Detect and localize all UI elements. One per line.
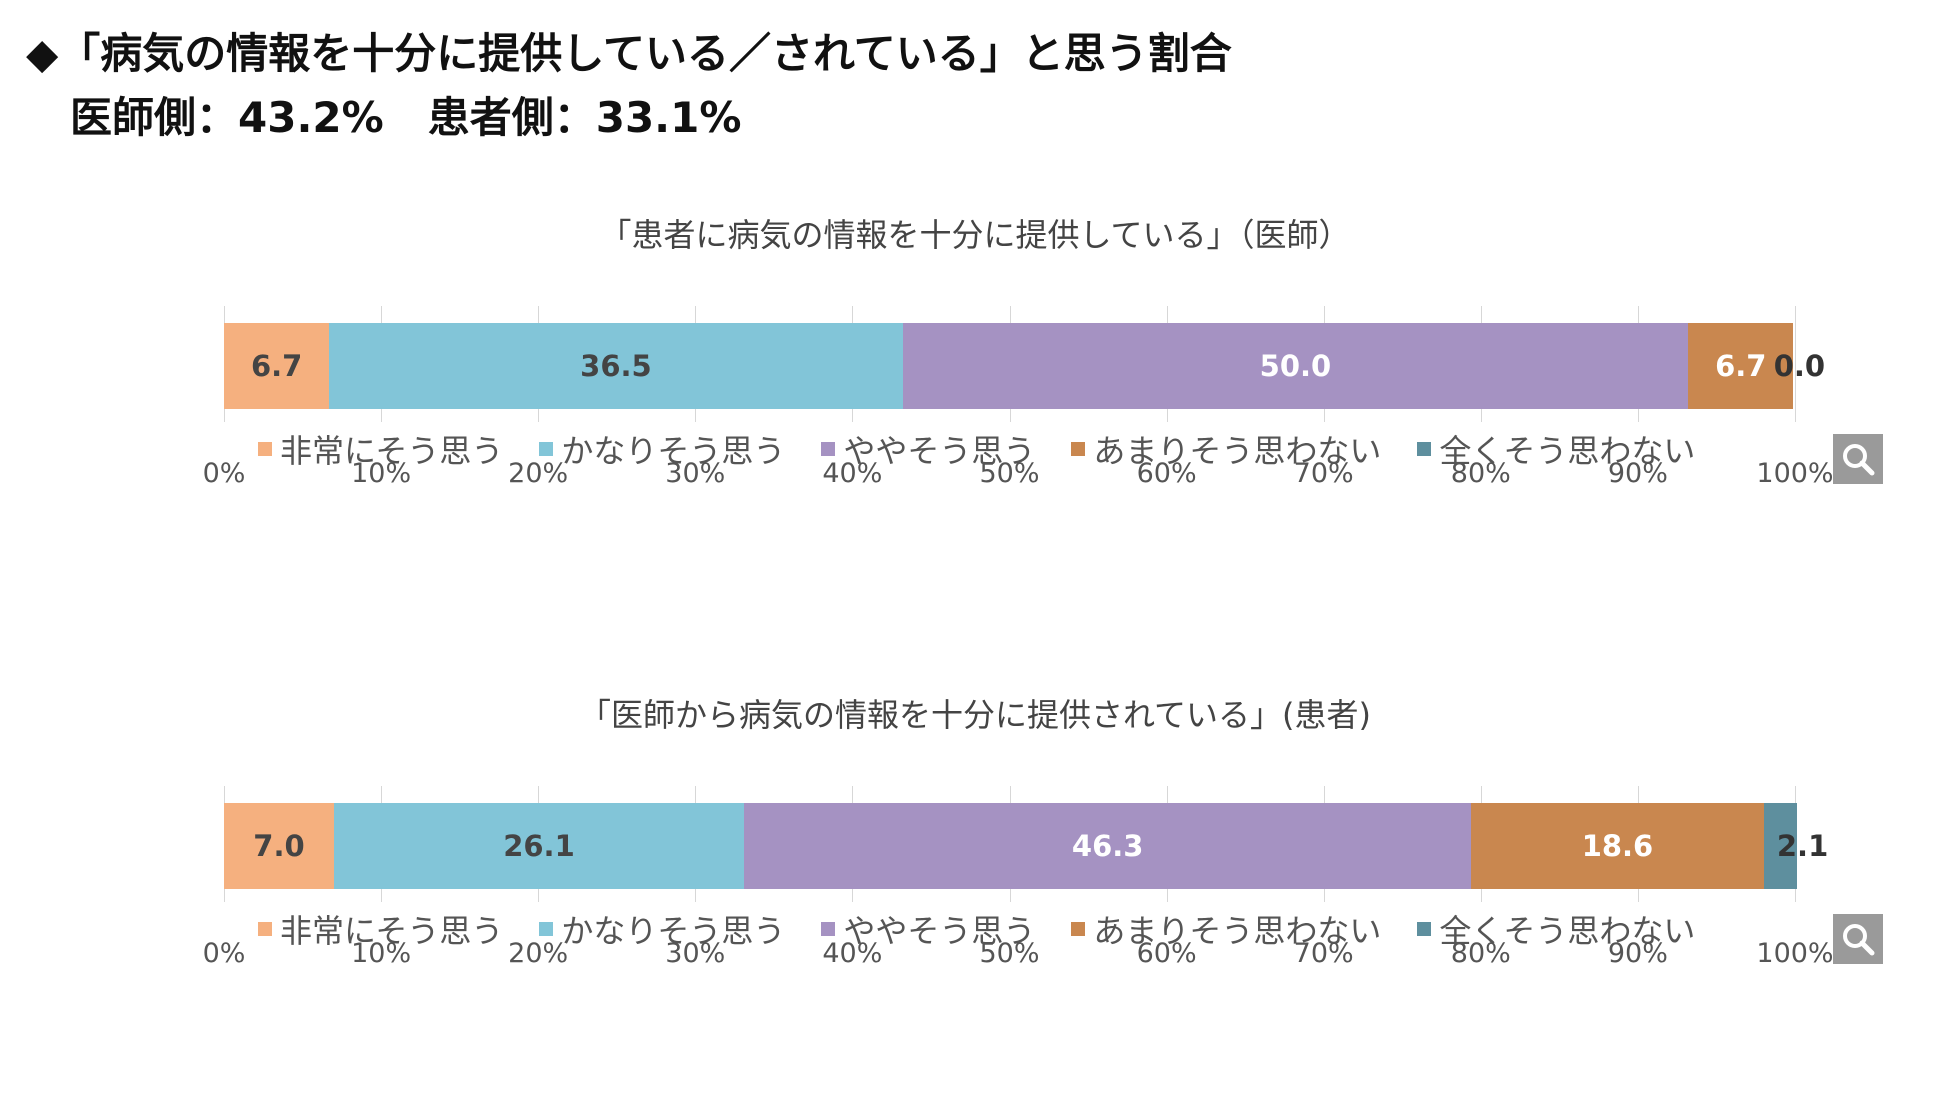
legend-item: かなりそう思う: [539, 426, 785, 472]
legend-swatch: [1071, 442, 1086, 456]
legend-swatch: [1417, 922, 1432, 936]
data-label: 46.3: [1071, 829, 1144, 863]
legend-label: かなりそう思う: [561, 912, 786, 950]
x-tick-label: 40%: [822, 938, 883, 969]
x-tick-label: 100%: [1756, 458, 1834, 489]
bar-segment: [329, 323, 903, 409]
legend-label: あまりそう思わない: [1093, 432, 1382, 470]
chart-title: 「医師から病気の情報を十分に提供されている」(患者): [578, 696, 1371, 734]
zoom-button[interactable]: [1833, 914, 1883, 964]
headline-summary: 医師側：43.2% 患者側：33.1%: [26, 86, 1232, 150]
data-label: 7.0: [253, 829, 305, 863]
bar-segment: [224, 803, 334, 889]
x-tick-label: 80%: [1450, 458, 1511, 489]
legend-item: かなりそう思う: [539, 906, 785, 952]
x-tick-label: 80%: [1450, 938, 1511, 969]
chart-title: 「患者に病気の情報を十分に提供している」（医師）: [599, 216, 1351, 254]
legend-item: 非常にそう思う: [258, 426, 503, 472]
x-tick-label: 0%: [202, 458, 246, 489]
legend-item: 全くそう思わない: [1417, 426, 1695, 472]
x-tick-label: 10%: [351, 938, 412, 969]
bar-segment: [1688, 323, 1794, 409]
bar-segment: [1763, 803, 1797, 889]
data-label: 36.5: [580, 349, 652, 383]
chart-legend: 非常にそう思う かなりそう思う ややそう思う あまりそう思わない 全くそう思わない: [258, 426, 1731, 472]
x-tick-label: 50%: [979, 458, 1040, 489]
legend-item: 非常にそう思う: [258, 906, 503, 952]
legend-label: 非常にそう思う: [280, 912, 504, 950]
magnifier-icon: [1843, 924, 1875, 956]
bar-segment: [744, 803, 1472, 889]
x-tick-label: 20%: [508, 938, 569, 969]
legend-label: ややそう思う: [843, 912, 1036, 950]
bar-segment: [1471, 803, 1764, 889]
chart-legend: 非常にそう思う かなりそう思う ややそう思う あまりそう思わない 全くそう思わない: [258, 906, 1731, 952]
x-tick-label: 30%: [665, 938, 726, 969]
patient-chart: 「医師から病気の情報を十分に提供されている」(患者) 7.0 26.1 46.3 18…: [0, 666, 1950, 1106]
legend-item: あまりそう思わない: [1071, 906, 1381, 952]
legend-swatch: [258, 442, 272, 456]
legend-label: ややそう思う: [843, 432, 1036, 470]
legend-swatch: [539, 922, 554, 936]
doctor-summary: 医師側：43.2%: [70, 93, 384, 142]
data-label: 26.1: [503, 829, 575, 863]
legend-label: 全くそう思わない: [1439, 432, 1696, 470]
x-tick-label: 30%: [665, 458, 726, 489]
headline-title: ◆「病気の情報を十分に提供している／されている」と思う割合: [26, 29, 1232, 78]
gridline: [1795, 306, 1796, 422]
zoom-button[interactable]: [1833, 434, 1883, 484]
magnifier-icon: [1843, 444, 1875, 476]
x-tick-label: 70%: [1293, 938, 1354, 969]
legend-label: かなりそう思う: [561, 432, 786, 470]
bar-segment: [333, 803, 744, 889]
x-tick-label: 100%: [1756, 938, 1834, 969]
bar-segment: [224, 323, 330, 409]
x-tick-label: 0%: [202, 938, 246, 969]
legend-swatch: [821, 442, 836, 456]
legend-label: あまりそう思わない: [1093, 912, 1382, 950]
x-tick-label: 60%: [1136, 458, 1197, 489]
x-tick-label: 40%: [822, 458, 883, 489]
x-tick-label: 10%: [351, 458, 412, 489]
doctor-chart: 「患者に病気の情報を十分に提供している」（医師） 6.7 36.5 50.0 6.7 0…: [0, 186, 1950, 626]
legend-item: ややそう思う: [821, 906, 1035, 952]
legend-label: 全くそう思わない: [1439, 912, 1696, 950]
data-label: 0.0: [1773, 349, 1826, 383]
x-tick-label: 60%: [1136, 938, 1197, 969]
patient-summary: 患者側：33.1%: [427, 93, 742, 142]
legend-swatch: [258, 922, 272, 936]
x-tick-label: 20%: [508, 458, 569, 489]
legend-swatch: [1071, 922, 1086, 936]
data-label: 6.7: [250, 349, 303, 383]
bar-segment: [902, 323, 1689, 409]
legend-swatch: [821, 922, 836, 936]
data-label: 2.1: [1776, 829, 1829, 863]
legend-item: あまりそう思わない: [1071, 426, 1381, 472]
x-tick-label: 90%: [1607, 938, 1668, 969]
data-label: 50.0: [1259, 349, 1332, 383]
x-tick-label: 90%: [1607, 458, 1668, 489]
legend-item: ややそう思う: [821, 426, 1035, 472]
legend-swatch: [1417, 442, 1432, 456]
data-label: 6.7: [1715, 349, 1767, 383]
x-tick-label: 50%: [979, 938, 1040, 969]
legend-label: 非常にそう思う: [280, 432, 504, 470]
legend-swatch: [539, 442, 554, 456]
headline: ◆「病気の情報を十分に提供している／されている」と思う割合 医師側：43.2% 患…: [26, 22, 1232, 150]
legend-item: 全くそう思わない: [1417, 906, 1695, 952]
data-label: 18.6: [1581, 829, 1654, 863]
x-tick-label: 70%: [1293, 458, 1354, 489]
